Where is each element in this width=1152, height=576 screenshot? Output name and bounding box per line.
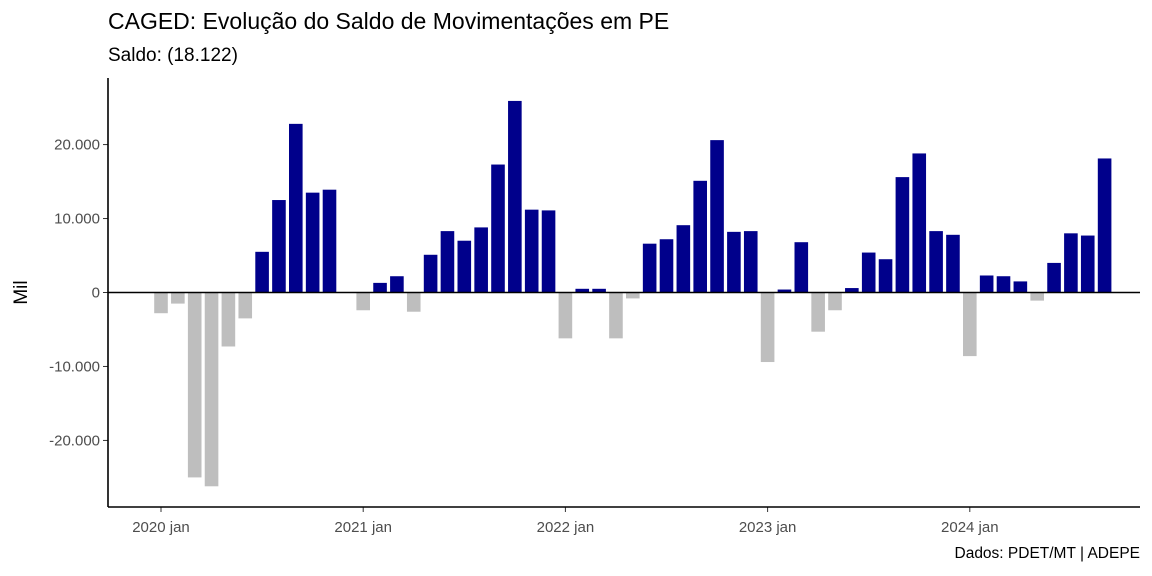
y-tick-label: 10.000 [54,211,100,228]
bar-51 [1013,281,1028,293]
x-axis-ticks: 2020 jan 2021 jan 2022 jan 2023 jan 2024 jan [132,507,999,536]
bar-54 [1064,233,1078,293]
bar-31 [676,225,691,293]
bar-49 [979,275,994,293]
y-axis-title: Mil [11,280,32,304]
bar-55 [1080,235,1095,293]
bar-44 [895,177,910,293]
chart-subtitle: Saldo: (18.122) [108,45,238,66]
bar-26 [592,288,606,293]
bar-38 [794,242,809,293]
bar-28 [626,292,640,299]
bar-46 [929,231,943,293]
y-tick-label: 0 [92,285,100,302]
bar-48 [963,292,977,357]
bar-16 [423,254,438,293]
bar-37 [777,289,792,293]
bar-22 [524,209,539,293]
bar-47 [946,234,960,293]
bar-39 [811,292,825,332]
bars-group [154,100,1112,487]
bar-50 [996,276,1011,293]
bar-6 [255,251,269,293]
bar-27 [609,292,623,339]
bar-40 [828,292,842,311]
bar-1 [171,292,185,304]
bar-42 [861,252,876,293]
bar-52 [1030,292,1044,301]
bar-45 [912,153,927,293]
bar-24 [558,292,573,339]
bar-34 [727,231,741,293]
bar-14 [390,276,404,293]
bar-0 [154,292,168,314]
bar-13 [373,282,387,293]
bar-18 [457,240,472,293]
bar-12 [356,292,370,311]
x-tick-label: 2021 jan [334,519,392,536]
bar-10 [322,189,337,293]
bar-53 [1047,262,1061,293]
x-tick-label: 2024 jan [941,519,999,536]
bar-32 [693,180,707,293]
bar-33 [710,140,724,293]
x-tick-label: 2020 jan [132,519,190,536]
bar-9 [305,192,320,293]
y-tick-label: -20.000 [49,432,100,449]
bar-20 [491,164,505,293]
bar-21 [508,100,522,293]
bar-25 [575,288,590,293]
bar-3 [204,292,219,487]
bar-43 [878,259,893,293]
bar-15 [406,292,421,312]
bar-29 [642,243,657,293]
bar-41 [845,288,859,293]
x-tick-label: 2023 jan [739,519,797,536]
y-axis-ticks: -20.000 -10.000 0 10.000 20.000 [49,137,108,449]
bar-56 [1097,158,1112,293]
bar-7 [272,200,286,293]
y-tick-label: 20.000 [54,137,100,154]
bar-5 [238,292,253,319]
bar-17 [440,231,455,293]
bar-30 [659,239,674,293]
bar-2 [187,292,202,478]
chart-caption: Dados: PDET/MT | ADEPE [954,545,1141,562]
bar-19 [474,227,488,293]
y-tick-label: -10.000 [49,358,100,375]
bar-35 [743,231,758,293]
bar-36 [760,292,775,363]
bar-23 [541,210,556,293]
chart-title: CAGED: Evolução do Saldo de Movimentaçõe… [108,8,670,34]
bar-8 [289,123,303,293]
x-tick-label: 2022 jan [537,519,595,536]
bar-4 [221,292,236,347]
